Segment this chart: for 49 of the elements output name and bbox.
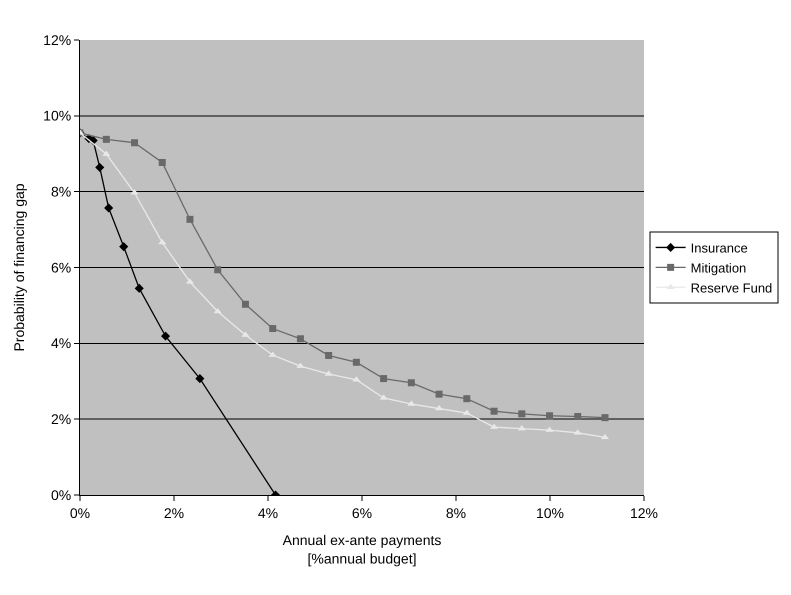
x-tick-label: 0% [70,504,90,521]
y-tick-label: 6% [50,259,72,276]
point [518,410,526,418]
point [158,238,166,244]
point [408,379,415,386]
x-tick-label: 2% [164,504,184,521]
point [546,412,554,420]
point [574,413,582,420]
x-tick-label: 8% [446,504,466,521]
point [214,308,222,314]
point [380,375,388,382]
point [134,284,144,293]
point [574,429,582,435]
point [186,216,194,223]
y-tick-label: 10% [43,108,72,124]
point [325,352,332,359]
x-tick-label: 4% [258,504,278,521]
point [160,332,170,341]
point [436,390,443,398]
point [102,136,110,143]
x-tick-label: 10% [536,504,564,521]
y-tick-label: 12% [43,32,72,48]
point [352,358,360,366]
point [119,242,128,252]
y-tick-label: 2% [50,411,72,428]
point [269,325,276,332]
y-axis-title: Probability of financing gap [10,183,27,352]
x-tick-label: 6% [352,504,372,521]
x-tick-label: 12% [630,504,658,521]
legend-label: Mitigation [690,260,746,276]
point [463,395,470,402]
point [296,335,304,342]
point [380,394,388,400]
legend-label: Insurance [690,240,748,256]
point [158,158,166,166]
y-tick-label: 8% [50,184,72,200]
point [241,331,250,337]
point [104,203,114,213]
point [242,300,249,308]
point [95,162,104,172]
y-tick-label: 0% [50,486,72,503]
x-axis-title: Annual ex-ante payments [%annual budget] [282,532,442,566]
legend-label: Reserve Fund [690,280,772,296]
y-tick-label: 4% [50,335,72,352]
point [131,139,138,146]
point [195,374,204,384]
point [490,408,498,415]
point [214,266,222,274]
point [601,414,608,422]
